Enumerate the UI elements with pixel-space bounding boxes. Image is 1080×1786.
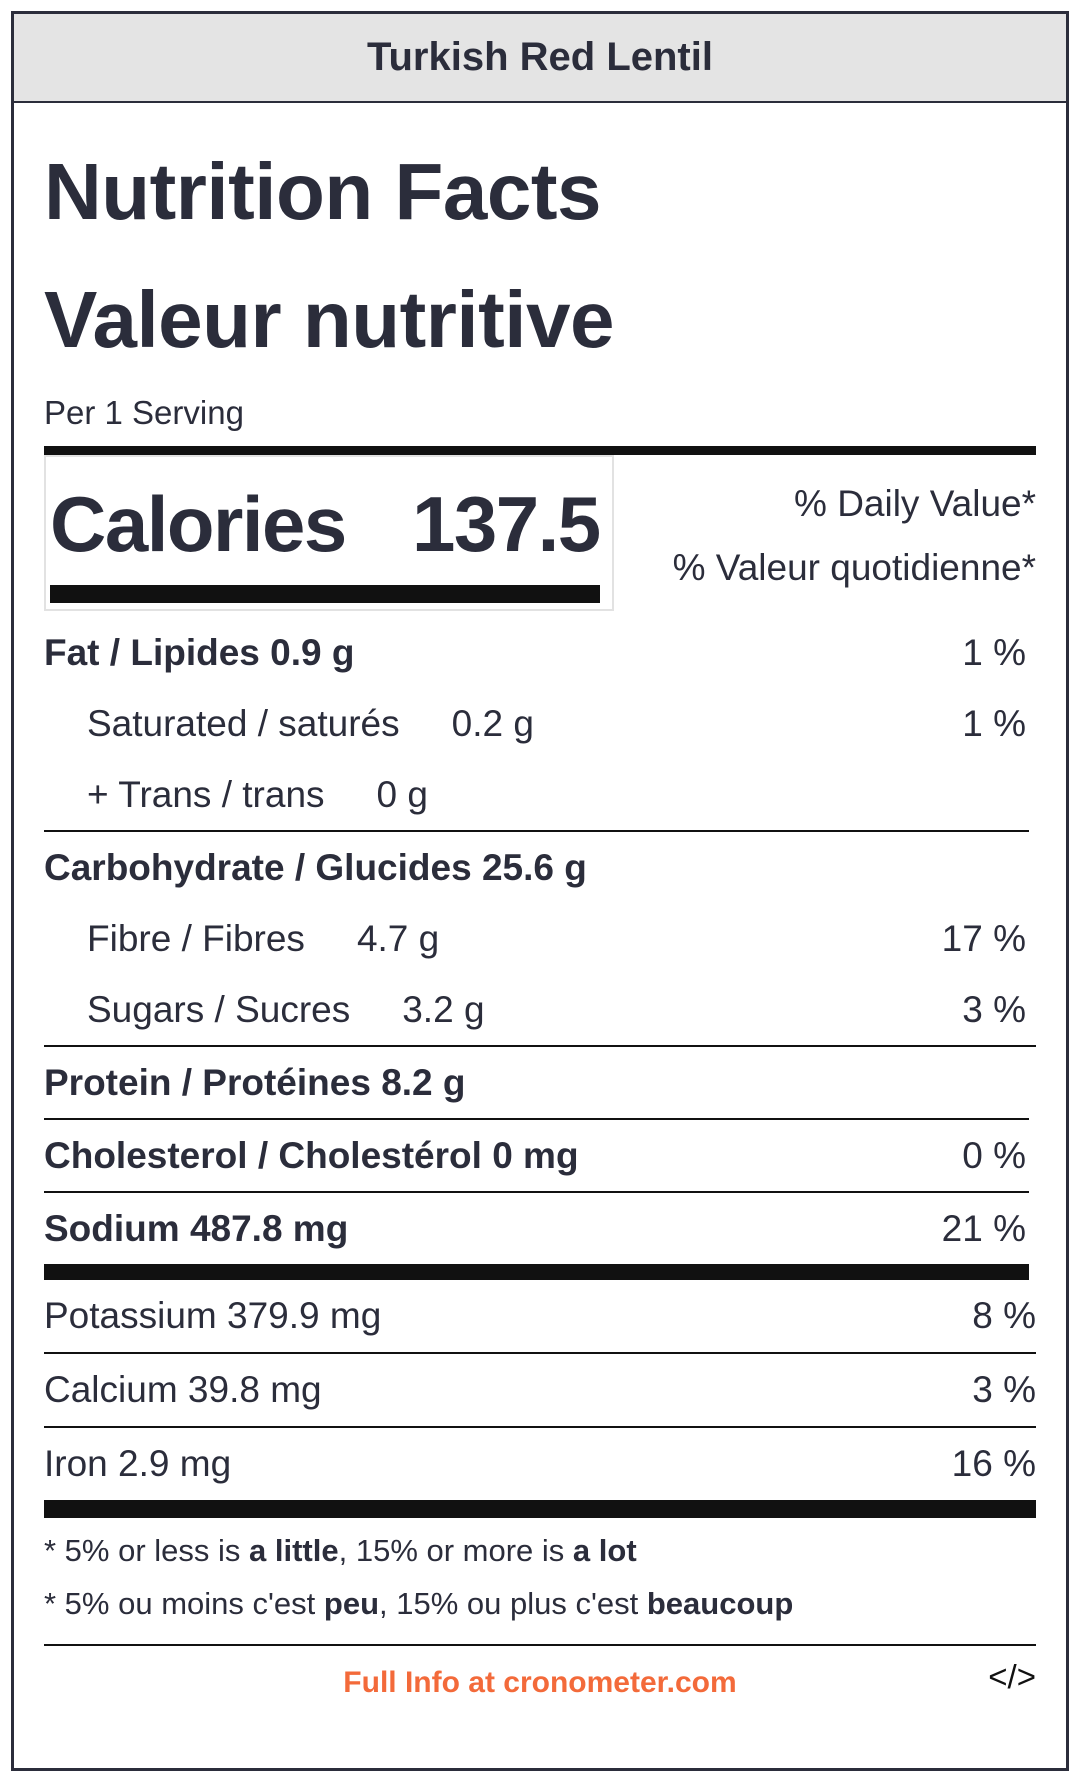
nutrient-row-trans: + Trans / trans 0 g [44,759,1036,830]
footnote-en-text: * 5% or less is [44,1533,250,1568]
fibre-pct: 17 % [941,917,1026,959]
iron-label: Iron 2.9 mg [44,1443,232,1484]
footnote-fr-lot: beaucoup [646,1586,794,1621]
nutrient-row-fibre: Fibre / Fibres 4.7 g 17 % [44,903,1036,974]
calories-box [44,455,614,611]
saturated-amount: 0.2 g [451,702,534,744]
fibre-label: Fibre / Fibres [87,917,305,959]
label-body: Nutrition Facts Valeur nutritive Per 1 S… [44,104,1036,1720]
cholesterol-label: Cholesterol / Cholestérol 0 mg [44,1134,579,1176]
divider [44,1426,1036,1428]
divider [44,1045,1036,1047]
sugars-label: Sugars / Sucres [87,988,351,1030]
nutrient-row-cholesterol: Cholesterol / Cholestérol 0 mg 0 % [44,1120,1036,1191]
embed-code-icon[interactable]: </> [988,1658,1036,1695]
title-french: Valeur nutritive [44,275,614,364]
footnote: * 5% or less is a little, 15% or more is… [44,1524,1036,1630]
nutrition-label: Turkish Red Lentil Nutrition Facts Valeu… [11,11,1069,1771]
footnote-en-little: a little [249,1533,339,1568]
sodium-label: Sodium 487.8 mg [44,1207,349,1249]
sodium-pct: 21 % [941,1207,1026,1249]
nutrient-row-sodium: Sodium 487.8 mg 21 % [44,1193,1036,1264]
nutrient-row-carbohydrate: Carbohydrate / Glucides 25.6 g [44,832,1036,903]
footnote-fr-text: * 5% ou moins c'est [44,1586,324,1621]
divider [44,1352,1036,1354]
fibre-amount: 4.7 g [356,917,440,959]
calories-row: Calories 137.5 % Daily Value* % Valeur q… [44,455,1036,617]
potassium-pct: 8 % [972,1295,1036,1336]
fat-label: Fat / Lipides 0.9 g [44,631,355,673]
nutrient-row-fat: Fat / Lipides 0.9 g 1 % [44,617,1036,688]
recipe-title-header: Turkish Red Lentil [14,14,1066,103]
nutrient-row-sugars: Sugars / Sucres 3.2 g 3 % [44,974,1036,1045]
protein-label: Protein / Protéines 8.2 g [44,1061,466,1103]
daily-value-header-fr: % Valeur quotidienne* [672,547,1036,588]
title-english: Nutrition Facts [44,147,601,236]
daily-value-header-en: % Daily Value* [794,483,1036,524]
divider [44,1644,1036,1646]
footnote-fr-text: , 15% ou plus c'est [379,1586,647,1621]
calories-value: 137.5 [412,480,601,568]
calcium-label: Calcium 39.8 mg [44,1369,322,1410]
recipe-title: Turkish Red Lentil [367,35,713,79]
sugars-pct: 3 % [962,988,1026,1030]
serving-size: Per 1 Serving [44,394,244,431]
footnote-fr-little: peu [323,1586,380,1621]
nutrient-row-protein: Protein / Protéines 8.2 g [44,1047,1036,1118]
divider-thick [44,1264,1029,1280]
divider [44,1191,1029,1193]
cronometer-link[interactable]: Full Info at cronometer.com [343,1666,737,1699]
trans-amount: 0 g [376,773,428,815]
fat-pct: 1 % [962,631,1026,673]
mineral-row-iron: Iron 2.9 mg 16 % [44,1428,1036,1500]
footnote-en-text: , 15% or more is [338,1533,573,1568]
divider [44,830,1029,832]
cholesterol-pct: 0 % [962,1134,1026,1176]
divider-thick [44,1500,1036,1518]
potassium-label: Potassium 379.9 mg [44,1295,382,1336]
footnote-en-lot: a lot [572,1533,637,1568]
calcium-pct: 3 % [972,1369,1036,1410]
mineral-row-potassium: Potassium 379.9 mg 8 % [44,1280,1036,1352]
nutrient-row-saturated: Saturated / saturés 0.2 g 1 % [44,688,1036,759]
divider [44,1118,1029,1120]
saturated-label: Saturated / saturés [87,702,400,744]
calories-underline [50,585,600,603]
sugars-amount: 3.2 g [402,988,485,1030]
carbohydrate-label: Carbohydrate / Glucides 25.6 g [44,846,587,888]
footnote-fr: * 5% ou moins c'est peu, 15% ou plus c'e… [44,1577,1036,1630]
calories-label: Calories [50,480,347,568]
mineral-row-calcium: Calcium 39.8 mg 3 % [44,1354,1036,1426]
footnote-en: * 5% or less is a little, 15% or more is… [44,1524,1036,1577]
saturated-pct: 1 % [962,702,1026,744]
footer: Full Info at cronometer.com </> [44,1646,1036,1720]
trans-label: + Trans / trans [87,773,325,815]
iron-pct: 16 % [951,1443,1036,1484]
divider-thick [44,446,1036,455]
